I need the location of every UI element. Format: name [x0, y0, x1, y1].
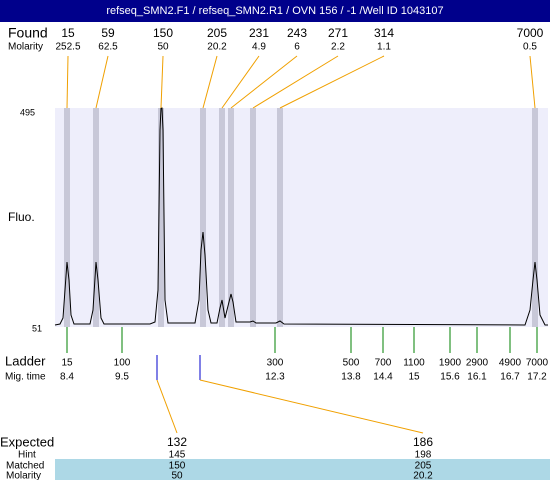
mig-time: 16.1 [467, 372, 487, 383]
matched-label: Matched [6, 461, 44, 472]
peak-link [252, 55, 339, 109]
found-value: 314 [374, 26, 394, 40]
mig-time: 12.3 [265, 372, 285, 383]
peak-band [64, 108, 70, 327]
peak-link [160, 55, 164, 109]
ladder-size: 1900 [439, 358, 462, 369]
mig-time-label: Mig. time [5, 372, 46, 383]
hint-value: 145 [169, 450, 186, 461]
fluorescence-trace [54, 107, 548, 326]
peak-band [532, 108, 538, 327]
expected-value: 132 [167, 435, 187, 449]
matched-value: 150 [169, 461, 186, 472]
mig-time: 15 [408, 372, 420, 383]
peak-link [529, 55, 536, 109]
expected-link [156, 379, 178, 434]
molarity-label: Molarity [8, 42, 43, 53]
plot-area [55, 108, 548, 327]
matched-band [55, 459, 550, 480]
mig-time: 17.2 [527, 372, 547, 383]
found-molarity: 252.5 [55, 42, 80, 53]
mig-time: 15.6 [440, 372, 460, 383]
ladder-size: 300 [267, 358, 284, 369]
title-bar [0, 0, 550, 22]
peak-band [277, 108, 283, 327]
peak-band [219, 108, 225, 327]
peak-band [158, 108, 164, 327]
mig-time: 13.8 [341, 372, 361, 383]
peak-link [95, 55, 109, 109]
expected-label: Expected [0, 434, 54, 449]
ladder-size: 500 [343, 358, 360, 369]
y-axis-bottom: 51 [32, 323, 42, 333]
found-molarity: 1.1 [377, 42, 391, 53]
matched-value: 205 [415, 461, 432, 472]
peak-band [228, 108, 234, 327]
found-molarity: 6 [294, 42, 300, 53]
found-value: 150 [153, 26, 173, 40]
mig-time: 8.4 [60, 372, 74, 383]
found-molarity: 2.2 [331, 42, 345, 53]
y-axis-title: Fluo. [8, 210, 35, 224]
found-value: 231 [249, 26, 269, 40]
found-value: 205 [207, 26, 227, 40]
peak-band [250, 108, 256, 327]
found-molarity: 20.2 [207, 42, 227, 53]
found-value: 15 [61, 26, 75, 40]
matched-molarity: 20.2 [413, 471, 433, 480]
hint-label: Hint [18, 450, 36, 461]
peak-link [66, 55, 69, 109]
mig-time: 9.5 [115, 372, 129, 383]
hint-value: 198 [415, 450, 432, 461]
found-molarity: 4.9 [252, 42, 266, 53]
matched-molarity-label: Molarity [6, 471, 41, 480]
peak-link [221, 55, 260, 109]
ladder-size: 100 [114, 358, 131, 369]
found-value: 7000 [517, 26, 544, 40]
ladder-size: 15 [61, 358, 73, 369]
ladder-size: 4900 [499, 358, 522, 369]
matched-molarity: 50 [171, 471, 183, 480]
found-molarity: 50 [157, 42, 169, 53]
y-axis-top: 495 [20, 107, 35, 117]
peak-link [279, 55, 385, 109]
title: refseq_SMN2.F1 / refseq_SMN2.R1 / OVN 15… [106, 5, 443, 17]
peak-band [200, 108, 206, 327]
mig-time: 14.4 [373, 372, 393, 383]
peak-link [202, 55, 218, 109]
ladder-size: 7000 [526, 358, 549, 369]
found-label: Found [8, 25, 48, 41]
found-value: 243 [287, 26, 307, 40]
ladder-size: 1100 [403, 358, 425, 369]
expected-value: 186 [413, 435, 433, 449]
ladder-label: Ladder [5, 353, 46, 368]
ladder-size: 700 [375, 358, 392, 369]
peak-band [93, 108, 99, 327]
found-molarity: 62.5 [98, 42, 118, 53]
found-value: 59 [101, 26, 115, 40]
found-value: 271 [328, 26, 348, 40]
found-molarity: 0.5 [523, 42, 537, 53]
peak-link [230, 55, 298, 109]
mig-time: 16.7 [500, 372, 520, 383]
expected-link [199, 379, 424, 434]
ladder-size: 2900 [466, 358, 489, 369]
